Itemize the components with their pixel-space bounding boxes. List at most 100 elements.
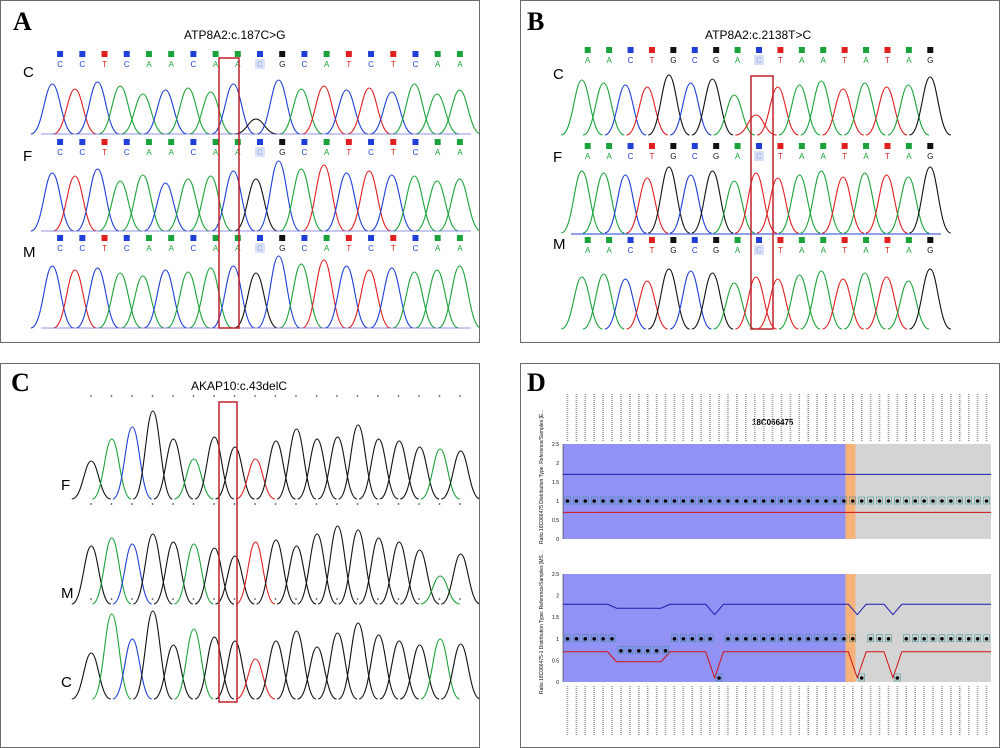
panel-b-row-3-peak [800, 270, 843, 330]
panel-a-row-3-peak [415, 269, 459, 329]
panel-a-row-1-quality-bar [412, 51, 419, 57]
panel-b-row-3-quality-bar [648, 237, 655, 243]
panel-d-probe-point [957, 637, 962, 641]
panel-d-probe-point [833, 637, 837, 641]
panel-c-base-dot [377, 598, 379, 600]
panel-d-probe-point [761, 637, 766, 641]
panel-c-row-1-peak [112, 426, 153, 500]
panel-a-row-2-peak [121, 174, 165, 232]
panel-d-probe-box [778, 634, 785, 643]
panel-c-base-dot [233, 395, 236, 397]
panel-a-row-2-quality-bar [434, 139, 441, 145]
panel-d-probe-box [947, 496, 955, 505]
panel-b-row-2-quality-bar [606, 143, 613, 149]
panel-c-base-dot [172, 395, 174, 397]
panel-d-probe-point [922, 637, 926, 641]
panel-d-probe-point [610, 499, 614, 503]
panel-d-probe-box [787, 634, 794, 643]
panel-a-row-1-quality-bar [390, 51, 397, 57]
panel-d-probe-box [974, 634, 981, 643]
panel-b-row-2-base-call: A [735, 152, 741, 161]
panel-a: A ATP8A2:c.187C>G C F M C C T C A A C A A C G C A T C T… [0, 0, 480, 343]
panel-a-row-1-base-call: T [346, 60, 351, 69]
panel-a-row-2-quality-bar [323, 139, 330, 145]
panel-c-row-2-peak [276, 545, 317, 605]
panel-b-row-3-quality-bar [713, 237, 720, 243]
panel-d-probe-box [876, 634, 883, 643]
panel-a-sample-3: M [23, 244, 36, 261]
panel-a-row-1-peak [437, 89, 479, 135]
panel-d-probe-box [573, 496, 580, 505]
panel-d-probe-box [573, 634, 580, 643]
panel-c-row-1-peak [338, 424, 378, 500]
panel-d-probe-point [824, 499, 828, 503]
panel-d-probe-box [956, 496, 964, 505]
panel-a-row-2-base-call: A [457, 148, 463, 157]
panel-a-row-1-peak [189, 91, 233, 135]
panel-b-row-3-quality-bar [798, 237, 805, 243]
panel-d-probe-point [913, 637, 918, 641]
panel-c-row-2-peak [215, 555, 255, 605]
panel-a-row-1-quality-bar [257, 51, 263, 57]
panel-a-row-1-peak [98, 85, 142, 135]
panel-d-probe-box [662, 646, 669, 655]
panel-a-row-1-peak [30, 83, 75, 135]
panel-a-row-2-peak [75, 168, 120, 232]
panel-d-probe-point [592, 499, 597, 503]
panel-b-row-2-base-call: A [799, 152, 805, 161]
panel-a-row-3-quality-bar [323, 235, 330, 241]
panel-a-row-3-base-call: A [168, 244, 174, 253]
panel-b-row-3-quality-bar [734, 237, 741, 243]
panel-a-row-2-peak [437, 178, 479, 232]
panel-a-row-1-quality-bar [57, 51, 64, 57]
panel-c-label: C [11, 368, 30, 397]
panel-a-row-3-base-call: C [57, 244, 63, 253]
panel-d-probe-point [895, 499, 900, 503]
panel-a-row-3-peak [347, 269, 391, 329]
panel-c-base-dot [192, 395, 195, 397]
panel-d-probe-box [689, 634, 696, 643]
panel-a-row-1-quality-bar [456, 51, 463, 57]
panel-d-probe-point [850, 499, 855, 503]
panel-d-probe-box [778, 496, 785, 505]
panel-a-row-2-peak [370, 174, 414, 232]
panel-b-row-1-base-call: A [735, 56, 741, 65]
panel-b-row-2-quality-bar [648, 143, 655, 149]
panel-b-row-3-quality-bar [905, 237, 912, 243]
panel-d-probe-box [822, 496, 830, 505]
panel-a-row-2-base-call: C [413, 148, 419, 157]
panel-a-row-1-base-call: C [302, 60, 308, 69]
panel-a-title: ATP8A2:c.187C>G [184, 28, 286, 42]
panel-b-row-3-peak [735, 276, 777, 330]
panel-a-row-1-base-call: T [391, 60, 396, 69]
panel-a-row-2-quality-bar [279, 139, 286, 145]
panel-a-row-1-base-call: C [413, 60, 419, 69]
panel-d-probe-box [590, 634, 598, 643]
panel-c-base-dot [110, 503, 113, 505]
panel-a-row-1-base-call: A [235, 60, 241, 69]
panel-a-row-1-base-call: A [146, 60, 152, 69]
panel-c-base-dot [192, 503, 195, 505]
panel-b-row-3-peak [604, 278, 647, 330]
panel-b-row-3-peak [822, 278, 864, 330]
panel-c-base-dot [356, 395, 359, 397]
panel-a-row-2-quality-bar [456, 139, 463, 145]
panel-b-row-1-base-call: T [649, 56, 654, 65]
panel-d-y-tick: 2.5 [552, 442, 559, 448]
panel-b-row-1-peak [604, 84, 647, 136]
panel-b-row-1-base-call: A [585, 56, 591, 65]
panel-a-row-3-peak [392, 271, 437, 329]
panel-c-row-1-peak [92, 438, 132, 500]
panel-a-row-2-quality-bar [168, 139, 175, 145]
panel-a-sample-2: F [23, 148, 33, 165]
panel-b-row-2-peak [843, 172, 886, 234]
panel-a-row-1-quality-bar [190, 51, 197, 57]
panel-b-row-3-base-call: T [649, 246, 654, 255]
panel-d-probe-box [715, 673, 723, 682]
panel-d-probe-point [984, 499, 989, 503]
panel-b-row-1-peak [713, 94, 756, 136]
panel-b-row-3-base-call: G [713, 246, 719, 255]
panel-d-probe-box [582, 496, 589, 505]
panel-d-probe-box [858, 673, 865, 682]
panel-b-row-3-quality-bar [777, 237, 784, 243]
